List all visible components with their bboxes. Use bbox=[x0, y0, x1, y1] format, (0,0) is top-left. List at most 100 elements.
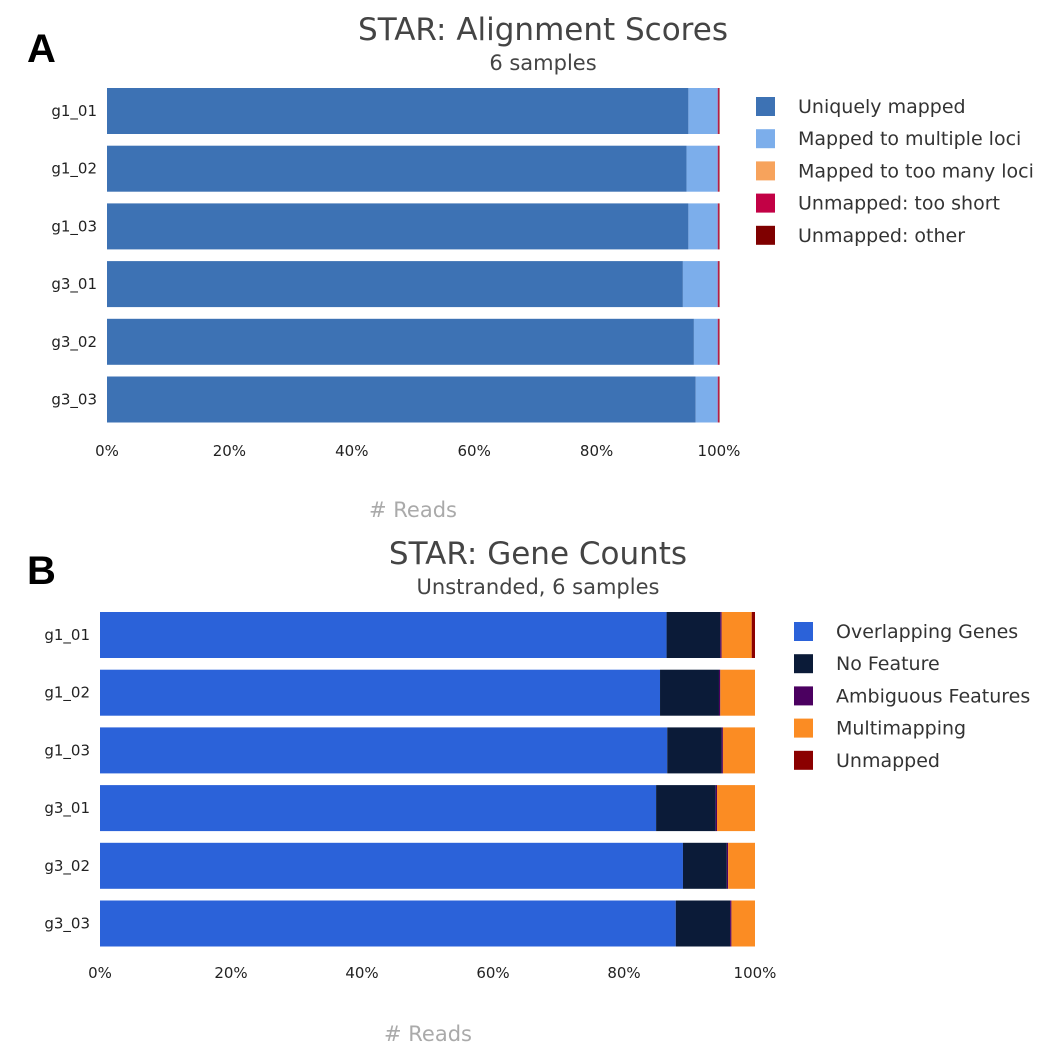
y-tick-label: g1_01 bbox=[44, 626, 90, 645]
bar-g3-03-series-2 bbox=[730, 900, 732, 947]
legend-swatch bbox=[794, 654, 813, 674]
y-tick-label: g3_01 bbox=[44, 799, 90, 818]
y-tick-label: g1_02 bbox=[51, 160, 97, 179]
panel-letter: A bbox=[27, 27, 56, 71]
chart-title: STAR: Gene Counts bbox=[389, 536, 687, 572]
bar-g3-03-series-0 bbox=[100, 900, 676, 947]
bar-g3-01-series-1 bbox=[682, 261, 718, 308]
bar-g3-02-series-2 bbox=[726, 842, 729, 889]
legend-label: No Feature bbox=[836, 653, 940, 675]
bar-g3-01-series-4 bbox=[718, 261, 720, 308]
x-tick-label: 60% bbox=[476, 964, 509, 982]
bar-g3-03-series-3 bbox=[731, 900, 755, 947]
legend-label: Mapped to multiple loci bbox=[798, 128, 1021, 150]
x-tick-label: 80% bbox=[607, 964, 640, 982]
x-tick-label: 40% bbox=[345, 964, 378, 982]
legend-label: Overlapping Genes bbox=[836, 621, 1018, 643]
y-tick-label: g3_02 bbox=[44, 857, 90, 876]
bar-g1-01-series-1 bbox=[666, 612, 721, 658]
x-tick-label: 80% bbox=[580, 442, 613, 460]
bar-g1-01-series-2 bbox=[720, 612, 722, 658]
legend: Uniquely mapped Mapped to multiple loci Ma… bbox=[756, 96, 1034, 247]
x-tick-label: 0% bbox=[88, 964, 112, 982]
legend-label: Multimapping bbox=[836, 718, 966, 740]
bar-g1-03-series-1 bbox=[688, 203, 718, 250]
y-tick-label: g1_03 bbox=[44, 741, 90, 760]
bar-g1-02-series-3 bbox=[717, 145, 719, 192]
bar-g1-02-series-2 bbox=[718, 669, 721, 716]
legend-label: Unmapped: too short bbox=[798, 193, 1000, 215]
bar-g1-02-series-4 bbox=[718, 145, 720, 192]
bar-g1-02-series-0 bbox=[100, 669, 661, 716]
bar-g1-03-series-2 bbox=[721, 727, 723, 774]
x-axis-title: # Reads bbox=[369, 498, 457, 522]
legend-swatch bbox=[794, 622, 813, 641]
bar-g1-03-series-3 bbox=[717, 203, 719, 250]
bar-g3-02-series-0 bbox=[107, 318, 694, 365]
legend-swatch bbox=[756, 193, 775, 213]
x-tick-label: 20% bbox=[214, 964, 247, 982]
bar-g1-01-series-0 bbox=[100, 612, 667, 658]
bar-g3-02-series-3 bbox=[728, 842, 755, 889]
bar-g3-03-series-4 bbox=[718, 376, 720, 423]
bar-g1-02-series-0 bbox=[107, 145, 687, 192]
legend-swatch bbox=[794, 750, 813, 770]
bar-g3-03-series-1 bbox=[695, 376, 718, 423]
legend-label: Mapped to too many loci bbox=[798, 160, 1034, 182]
y-tick-label: g3_03 bbox=[51, 391, 97, 410]
x-tick-label: 100% bbox=[698, 442, 741, 460]
bar-g1-01-series-0 bbox=[107, 88, 689, 134]
legend-swatch bbox=[794, 686, 813, 706]
bar-g3-02-series-1 bbox=[682, 842, 727, 889]
bar-g1-01-series-4 bbox=[718, 88, 720, 134]
x-tick-label: 100% bbox=[734, 964, 777, 982]
y-tick-label: g3_03 bbox=[44, 915, 90, 934]
bar-g1-03-series-4 bbox=[718, 203, 720, 250]
y-tick-label: g3_01 bbox=[51, 275, 97, 294]
legend-label: Unmapped: other bbox=[798, 225, 965, 247]
bar-g3-02-series-3 bbox=[717, 318, 719, 365]
x-tick-label: 20% bbox=[213, 442, 246, 460]
legend-swatch bbox=[794, 718, 813, 738]
chart-title: STAR: Alignment Scores bbox=[358, 12, 728, 48]
bar-g1-01-series-1 bbox=[688, 88, 718, 134]
bar-g3-01-series-1 bbox=[656, 785, 716, 832]
y-tick-label: g1_01 bbox=[51, 102, 97, 121]
bar-g3-02-series-4 bbox=[718, 318, 720, 365]
panel-letter: B bbox=[27, 549, 56, 593]
y-tick-label: g1_03 bbox=[51, 217, 97, 236]
bar-g1-03-series-0 bbox=[100, 727, 668, 774]
y-tick-label: g1_02 bbox=[44, 684, 90, 703]
bar-g1-01-series-3 bbox=[721, 612, 752, 658]
chart-subtitle: Unstranded, 6 samples bbox=[417, 575, 660, 599]
bar-g1-01-series-4 bbox=[751, 612, 755, 658]
legend-swatch bbox=[756, 161, 775, 181]
bar-g1-02-series-3 bbox=[720, 669, 755, 716]
bar-g3-01-series-3 bbox=[717, 261, 719, 308]
legend-swatch bbox=[756, 225, 775, 245]
bar-g1-02-series-1 bbox=[686, 145, 718, 192]
bar-g3-03-series-3 bbox=[717, 376, 719, 423]
x-axis-title: # Reads bbox=[384, 1022, 472, 1046]
x-tick-label: 0% bbox=[95, 442, 119, 460]
legend: Overlapping Genes No Feature Ambiguous Fea… bbox=[794, 621, 1030, 772]
bar-g3-01-series-0 bbox=[100, 785, 657, 832]
legend-label: Unmapped bbox=[836, 750, 940, 772]
bar-g1-02-series-1 bbox=[660, 669, 719, 716]
chart-panel-b: B STAR: Gene Counts Unstranded, 6 samples g… bbox=[27, 536, 1030, 1046]
legend-label: Ambiguous Features bbox=[836, 685, 1030, 707]
x-tick-label: 40% bbox=[335, 442, 368, 460]
y-tick-label: g3_02 bbox=[51, 333, 97, 352]
chart-panel-a: A STAR: Alignment Scores 6 samples g1_01 g1_… bbox=[27, 12, 1034, 522]
chart-subtitle: 6 samples bbox=[489, 51, 596, 75]
legend-label: Uniquely mapped bbox=[798, 96, 966, 118]
legend-swatch bbox=[756, 97, 775, 116]
bars bbox=[100, 612, 755, 947]
bar-g3-03-series-1 bbox=[675, 900, 731, 947]
bar-g3-01-series-3 bbox=[717, 785, 755, 832]
bars bbox=[107, 88, 720, 423]
bar-g1-03-series-1 bbox=[667, 727, 722, 774]
bar-g3-02-series-0 bbox=[100, 842, 683, 889]
legend-swatch bbox=[756, 129, 775, 149]
